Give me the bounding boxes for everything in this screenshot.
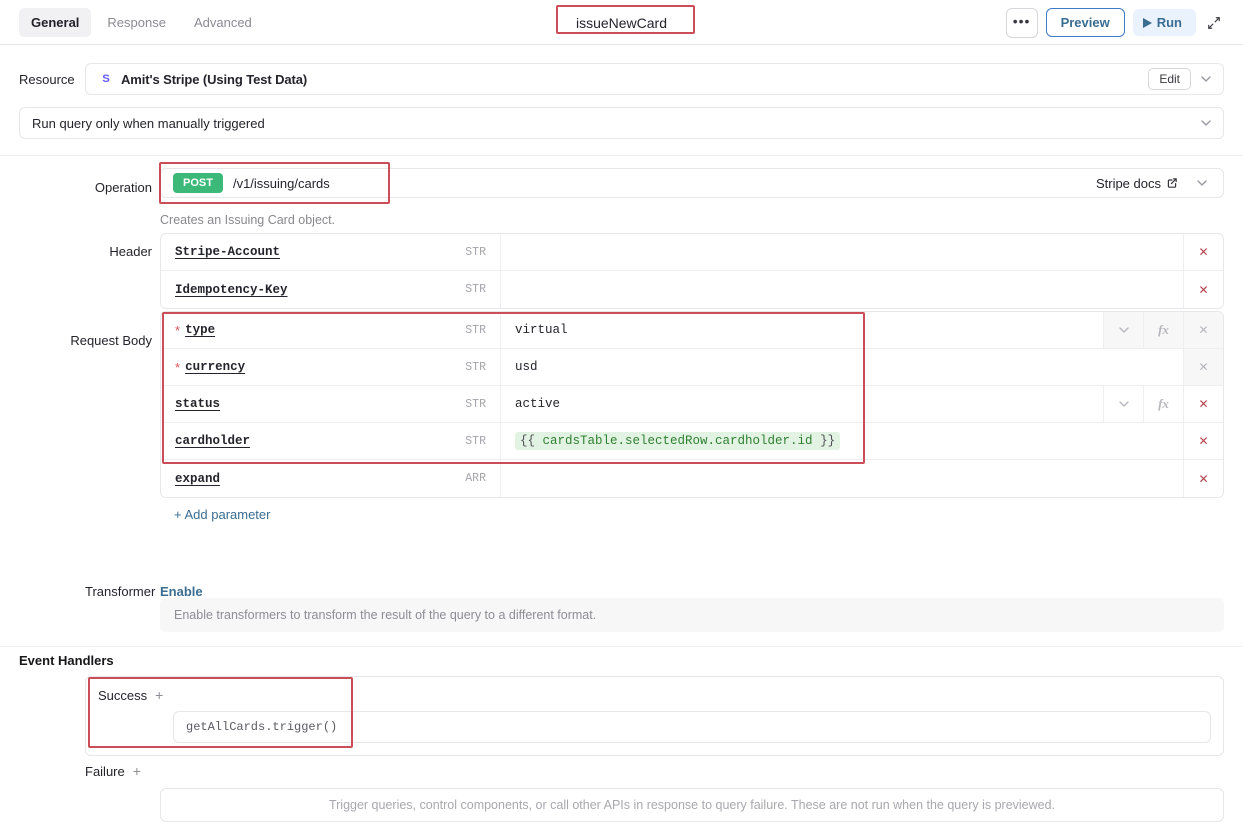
- svg-text:S: S: [102, 73, 110, 85]
